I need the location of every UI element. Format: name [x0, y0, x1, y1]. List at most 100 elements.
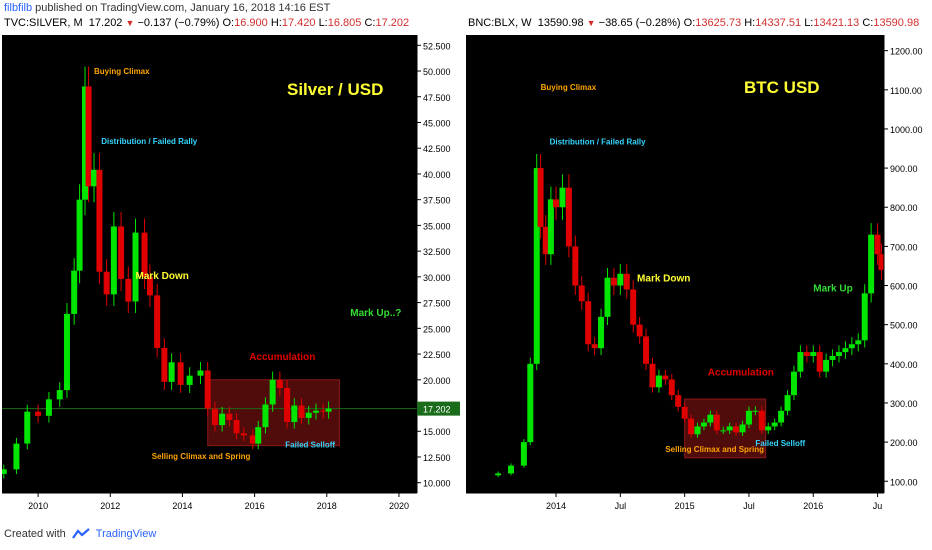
candle-body	[211, 408, 218, 426]
footer: Created with TradingView	[4, 528, 156, 540]
candle-body	[495, 473, 502, 476]
btc-symbol[interactable]: BNC:BLX, W	[468, 17, 532, 29]
candle-body	[790, 371, 797, 396]
tradingview-brand[interactable]: TradingView	[95, 528, 157, 540]
candle-body	[45, 399, 52, 416]
y-tick-label: 12.500	[423, 453, 451, 463]
candle-body	[2, 469, 7, 474]
candle-body	[707, 414, 714, 423]
candle-body	[103, 271, 110, 295]
btc-chart-panel[interactable]: 1200.00 1100.00 1000.00 900.00 800.00 700.00 6…	[466, 35, 926, 520]
candle-body	[219, 413, 226, 426]
y-tick-label: 100.00	[890, 477, 918, 487]
btc-open: 13625.73	[695, 17, 742, 29]
silver-chart-svg[interactable]: 52.500 50.000 47.500 45.000 42.500 40.000 37.5…	[2, 35, 462, 520]
candle-body	[861, 293, 868, 341]
author-link[interactable]: filbfilb	[4, 2, 33, 14]
candle-body	[168, 362, 175, 382]
candle-body	[771, 422, 778, 427]
y-tick-label: 800.00	[890, 203, 918, 213]
annotation-label: Accumulation	[249, 352, 315, 363]
annotation-label: Buying Climax	[541, 83, 597, 92]
y-tick-label: 1000.00	[890, 125, 923, 135]
x-tick-label: 2018	[317, 501, 337, 511]
candle-body	[527, 363, 534, 443]
btc-open-label: O:	[683, 17, 696, 29]
candle-body	[533, 168, 540, 364]
annotation-label: Mark Down	[136, 271, 189, 282]
candle-body	[125, 278, 132, 302]
candle-body	[71, 270, 78, 314]
candle-body	[572, 246, 579, 286]
candle-body	[76, 199, 83, 271]
y-tick-label: 42.500	[423, 144, 451, 154]
annotation-label: Failed Selloff	[285, 441, 335, 450]
annotation-label: Mark Up	[813, 283, 852, 294]
x-tick-label: 2020	[389, 501, 409, 511]
candle-body	[298, 405, 305, 418]
silver-open: 16.900	[234, 17, 268, 29]
y-tick-label: 22.500	[423, 350, 451, 360]
y-tick-label: 27.500	[423, 299, 451, 309]
candle-body	[720, 430, 727, 432]
candle-body	[878, 254, 885, 270]
candle-body	[24, 411, 31, 444]
silver-low-label: L:	[318, 17, 328, 29]
btc-chart-svg[interactable]: 1200.00 1100.00 1000.00 900.00 800.00 700.00 6…	[466, 35, 930, 520]
x-tick-label: 2014	[546, 501, 566, 511]
candle-body	[269, 379, 276, 405]
candle-body	[675, 395, 682, 407]
candle-body	[508, 465, 515, 474]
last-price-tag-label: 17.202	[423, 405, 451, 415]
candle-body	[226, 413, 233, 420]
candle-body	[255, 427, 262, 444]
candle-body	[542, 226, 549, 255]
y-tick-label: 200.00	[890, 438, 918, 448]
btc-high-label: H:	[744, 17, 756, 29]
annotation-label: Accumulation	[708, 368, 774, 379]
candle-body	[578, 285, 585, 302]
y-tick-label: 300.00	[890, 399, 918, 409]
x-tick-label: 2016	[245, 501, 265, 511]
x-tick-label: 2010	[28, 501, 48, 511]
candle-body	[559, 187, 566, 208]
btc-last-price: 13590.98	[537, 17, 584, 29]
candle-body	[320, 410, 327, 412]
candle-body	[752, 410, 759, 412]
candle-body	[276, 379, 283, 389]
candle-body	[553, 199, 560, 208]
candle-body	[520, 442, 527, 466]
btc-close: 13590.98	[873, 17, 920, 29]
y-tick-label: 52.500	[423, 41, 451, 51]
candle-body	[284, 388, 291, 422]
silver-ohlc-line: TVC:SILVER, M 17.202 ▼ −0.137 (−0.79%) O…	[4, 17, 409, 29]
candle-body	[35, 411, 42, 416]
candle-body	[733, 426, 740, 433]
x-tick-label: Jul	[743, 501, 755, 511]
candle-body	[141, 232, 148, 277]
y-tick-label: 20.000	[423, 376, 451, 386]
candle-body	[110, 226, 117, 295]
candle-body	[82, 86, 88, 200]
created-with-label: Created with	[4, 528, 66, 540]
candle-body	[305, 412, 312, 418]
down-triangle-icon: ▼	[586, 18, 596, 28]
candle-body	[63, 313, 70, 391]
y-tick-label: 47.500	[423, 93, 451, 103]
x-tick-label: 2015	[675, 501, 695, 511]
silver-symbol[interactable]: TVC:SILVER, M	[4, 17, 83, 29]
annotation-label: Distribution / Failed Rally	[101, 137, 198, 146]
btc-low: 13421.13	[813, 17, 860, 29]
candle-body	[842, 348, 849, 353]
x-tick-label: 2012	[100, 501, 120, 511]
candle-body	[262, 404, 269, 428]
candle-body	[681, 406, 688, 419]
candle-body	[649, 363, 656, 388]
candle-body	[816, 352, 823, 372]
candle-body	[154, 295, 161, 348]
candle-body	[85, 86, 92, 187]
tradingview-logo-icon	[71, 528, 90, 539]
silver-high: 17.420	[281, 17, 316, 29]
annotation-label: Failed Selloff	[755, 439, 805, 448]
silver-chart-panel[interactable]: 52.500 50.000 47.500 45.000 42.500 40.000 37.5…	[2, 35, 462, 520]
